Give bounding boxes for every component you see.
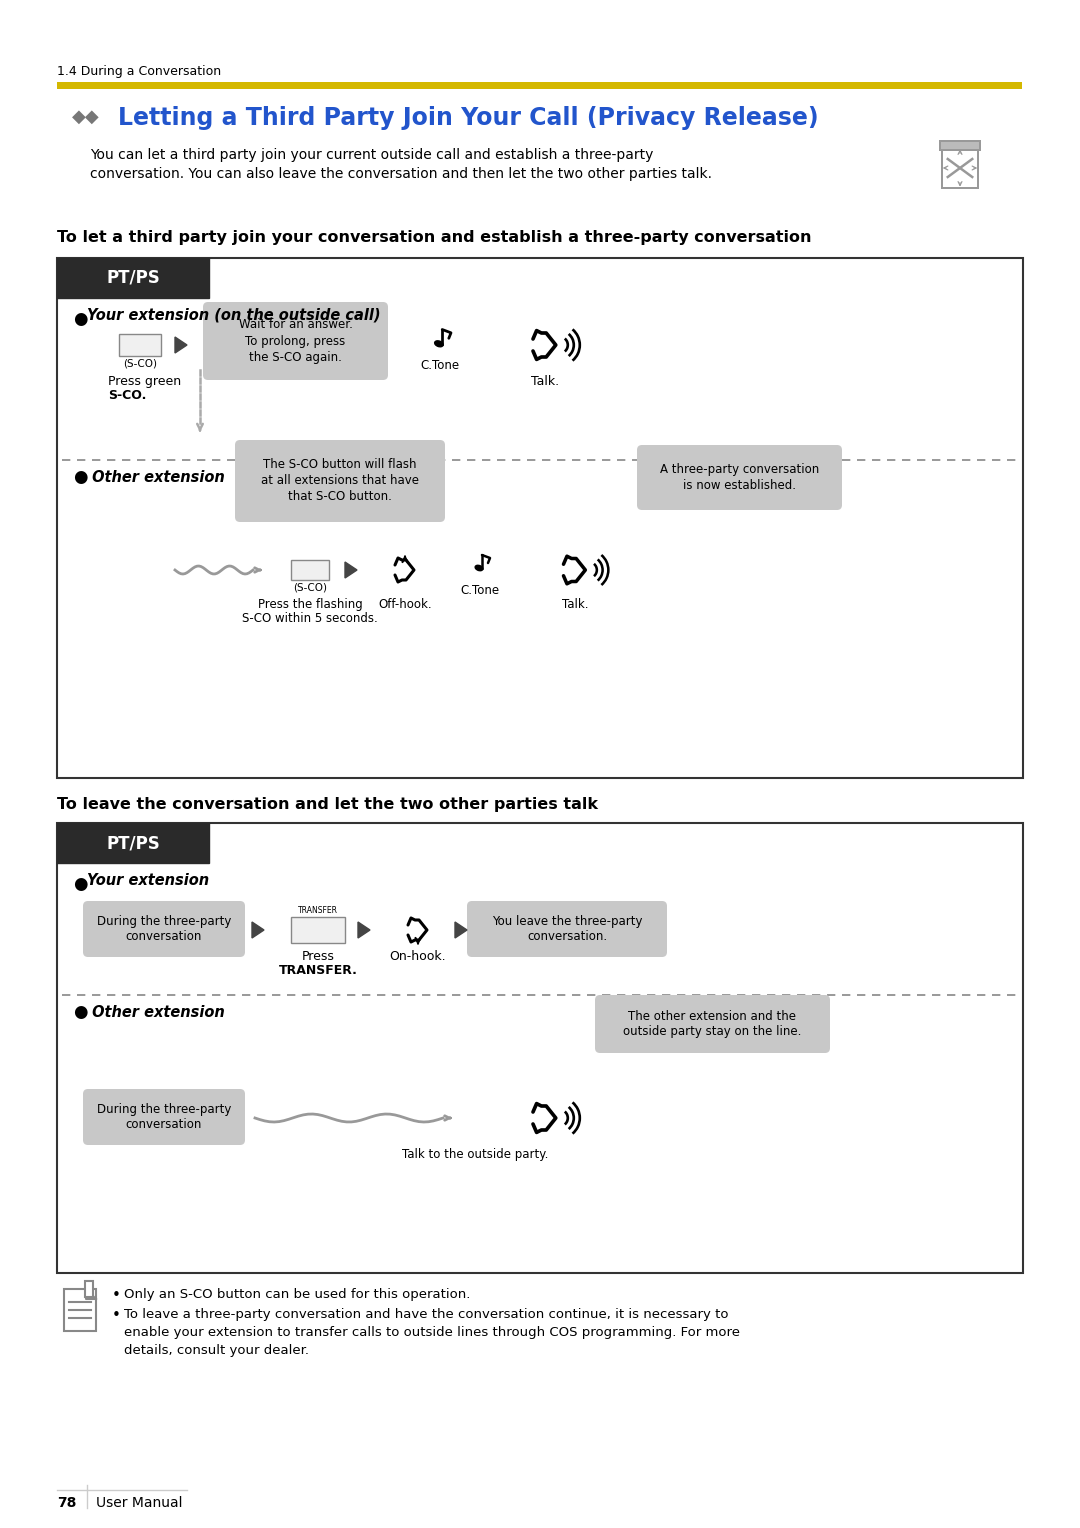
- Text: TRANSFER.: TRANSFER.: [279, 964, 357, 976]
- Bar: [85, 1280, 93, 1297]
- Text: Press green: Press green: [108, 374, 181, 388]
- Text: ●: ●: [73, 468, 87, 486]
- Text: Press: Press: [301, 950, 335, 963]
- Bar: [119, 335, 161, 356]
- Text: enable your extension to transfer calls to outside lines through COS programming: enable your extension to transfer calls …: [124, 1326, 740, 1339]
- Text: To leave a three-party conversation and have the conversation continue, it is ne: To leave a three-party conversation and …: [124, 1308, 729, 1322]
- Text: 1.4 During a Conversation: 1.4 During a Conversation: [57, 66, 221, 78]
- Text: •: •: [112, 1308, 121, 1323]
- Bar: [64, 1290, 96, 1331]
- Text: To let a third party join your conversation and establish a three-party conversa: To let a third party join your conversat…: [57, 231, 811, 244]
- Text: Only an S-CO button can be used for this operation.: Only an S-CO button can be used for this…: [124, 1288, 471, 1300]
- Text: ●: ●: [73, 876, 87, 892]
- Text: A three-party conversation
is now established.: A three-party conversation is now establ…: [660, 463, 819, 492]
- Text: Talk to the outside party.: Talk to the outside party.: [402, 1148, 549, 1161]
- Text: You leave the three-party
conversation.: You leave the three-party conversation.: [491, 914, 643, 943]
- Text: conversation. You can also leave the conversation and then let the two other par: conversation. You can also leave the con…: [90, 167, 712, 180]
- Text: ◆◆: ◆◆: [72, 108, 99, 125]
- Text: S-CO.: S-CO.: [108, 390, 147, 402]
- Ellipse shape: [475, 565, 483, 571]
- Polygon shape: [175, 338, 187, 353]
- Text: ●: ●: [73, 310, 87, 329]
- Text: Your extension: Your extension: [87, 872, 210, 888]
- Text: S-CO within 5 seconds.: S-CO within 5 seconds.: [242, 613, 378, 625]
- FancyBboxPatch shape: [467, 902, 667, 957]
- Text: Other extension: Other extension: [87, 1005, 225, 1021]
- Text: Off-hook.: Off-hook.: [378, 597, 432, 611]
- Bar: [57, 258, 1023, 778]
- FancyBboxPatch shape: [203, 303, 388, 380]
- FancyBboxPatch shape: [83, 1089, 245, 1144]
- Text: On-hook.: On-hook.: [390, 950, 446, 963]
- Text: details, consult your dealer.: details, consult your dealer.: [124, 1345, 309, 1357]
- Text: TRANSFER: TRANSFER: [298, 906, 338, 915]
- Text: 78: 78: [57, 1496, 77, 1510]
- Text: ●: ●: [73, 1002, 87, 1021]
- Text: During the three-party
conversation: During the three-party conversation: [97, 1103, 231, 1132]
- Bar: [57, 824, 210, 863]
- Ellipse shape: [434, 341, 443, 347]
- Text: Other extension: Other extension: [87, 471, 225, 484]
- Bar: [292, 561, 329, 581]
- Text: Wait for an answer.
To prolong, press
the S-CO again.: Wait for an answer. To prolong, press th…: [239, 318, 352, 364]
- FancyBboxPatch shape: [637, 445, 842, 510]
- Bar: [940, 141, 981, 150]
- FancyBboxPatch shape: [235, 440, 445, 523]
- Text: User Manual: User Manual: [96, 1496, 183, 1510]
- Text: Talk.: Talk.: [562, 597, 589, 611]
- Bar: [57, 824, 1023, 1273]
- Text: PT/PS: PT/PS: [106, 269, 160, 287]
- Text: To leave the conversation and let the two other parties talk: To leave the conversation and let the tw…: [57, 798, 598, 811]
- FancyBboxPatch shape: [83, 902, 245, 957]
- Text: PT/PS: PT/PS: [106, 834, 160, 853]
- Polygon shape: [345, 562, 357, 578]
- Text: C.Tone: C.Tone: [460, 584, 500, 597]
- Text: Talk.: Talk.: [531, 374, 559, 388]
- Bar: [57, 258, 210, 298]
- Text: During the three-party
conversation: During the three-party conversation: [97, 914, 231, 943]
- Text: Letting a Third Party Join Your Call (Privacy Release): Letting a Third Party Join Your Call (Pr…: [118, 105, 819, 130]
- Text: (S-CO): (S-CO): [123, 359, 157, 368]
- Text: The S-CO button will flash
at all extensions that have
that S-CO button.: The S-CO button will flash at all extens…: [261, 458, 419, 504]
- Bar: [942, 148, 978, 188]
- Text: The other extension and the
outside party stay on the line.: The other extension and the outside part…: [623, 1010, 801, 1039]
- Polygon shape: [252, 921, 264, 938]
- Polygon shape: [357, 921, 370, 938]
- Text: You can let a third party join your current outside call and establish a three-p: You can let a third party join your curr…: [90, 148, 653, 162]
- Text: Your extension (on the outside call): Your extension (on the outside call): [87, 309, 380, 322]
- FancyBboxPatch shape: [595, 995, 831, 1053]
- Polygon shape: [455, 921, 467, 938]
- Text: C.Tone: C.Tone: [420, 359, 460, 371]
- Text: •: •: [112, 1288, 121, 1303]
- Bar: [291, 917, 345, 943]
- Text: Press the flashing: Press the flashing: [258, 597, 363, 611]
- Text: (S-CO): (S-CO): [293, 584, 327, 593]
- Bar: [57, 83, 1022, 89]
